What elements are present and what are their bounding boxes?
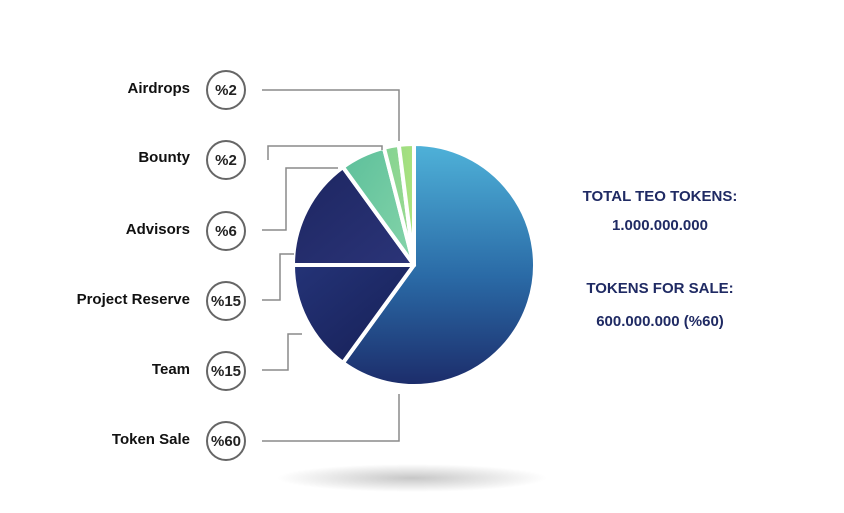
pie-slice-token-sale [340, 142, 537, 388]
leader-line-bounty [267, 145, 383, 160]
slice-badge-airdrops: %2 [206, 70, 246, 110]
slice-label-bounty: Bounty [138, 149, 190, 166]
slice-badge-project-reserve: %15 [206, 281, 246, 321]
leader-line-team [262, 333, 302, 371]
leader-line-project-reserve [262, 253, 294, 301]
tokens-for-sale-label: TOKENS FOR SALE: [586, 280, 734, 297]
slice-badge-bounty: %2 [206, 140, 246, 180]
leader-line-advisors [262, 167, 338, 231]
total-tokens-value: 1.000.000.000 [612, 217, 708, 234]
total-tokens-label: TOTAL TEO TOKENS: [582, 188, 738, 205]
slice-label-advisors: Advisors [125, 221, 190, 238]
slice-label-token-sale: Token Sale [111, 431, 190, 448]
chart-shadow [277, 464, 547, 492]
leader-line-token-sale [262, 394, 400, 442]
leader-line-airdrops [262, 89, 400, 141]
slice-label-airdrops: Airdrops [127, 80, 190, 97]
pie-slice-airdrops [396, 141, 416, 267]
pie-slice-project-reserve [291, 165, 416, 267]
slice-badge-team: %15 [206, 351, 246, 391]
slice-badge-token-sale: %60 [206, 421, 246, 461]
slice-label-project-reserve: Project Reserve [76, 291, 190, 308]
slice-label-team: Team [151, 361, 190, 378]
pie-slice-team [291, 263, 416, 365]
tokens-for-sale-value: 600.000.000 (%60) [596, 313, 724, 330]
slice-badge-advisors: %6 [206, 211, 246, 251]
